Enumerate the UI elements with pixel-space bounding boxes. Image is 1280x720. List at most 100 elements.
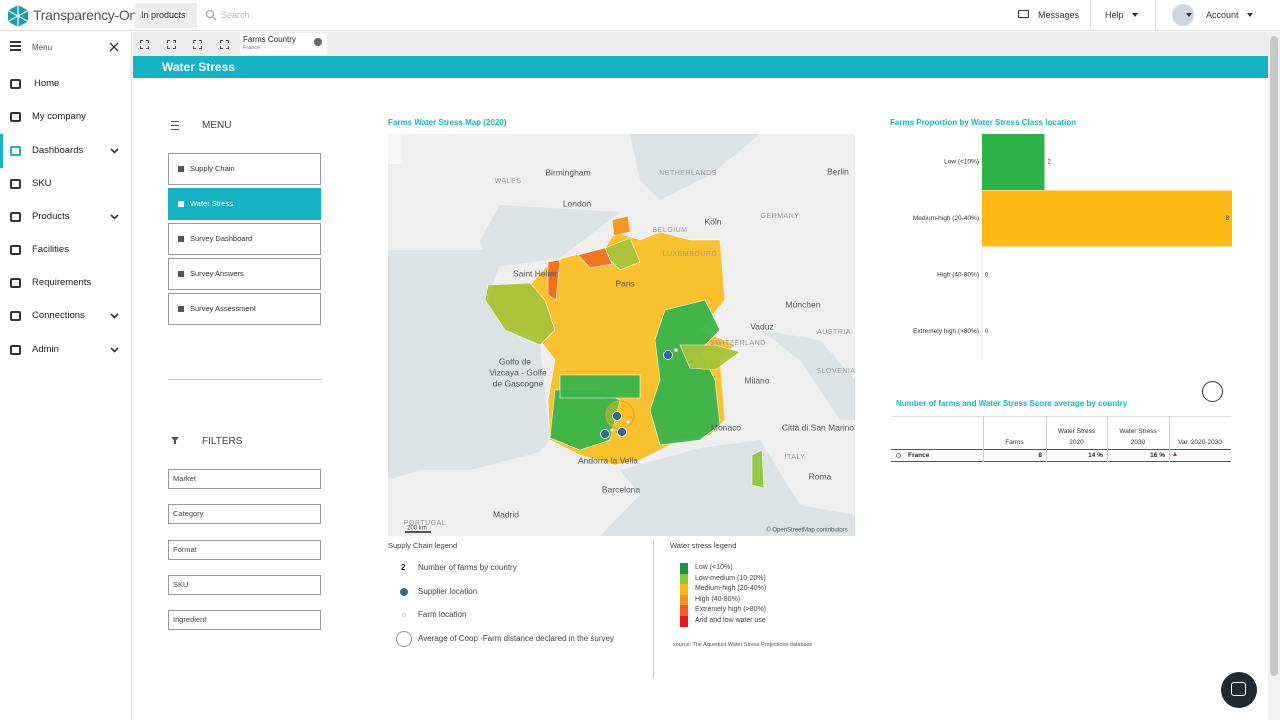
farm-count-symbol: 2	[401, 563, 406, 572]
map-region	[679, 344, 741, 371]
water-legend-item: Low-medium (10-20%)	[695, 574, 766, 582]
tab-close[interactable]	[314, 38, 322, 46]
nav-item[interactable]: Dashboards	[32, 145, 84, 156]
filter-input[interactable]	[168, 539, 321, 560]
menu-icon-line	[171, 129, 179, 131]
dashboard-menu-title: MENU	[202, 120, 232, 131]
chart-title: Farms Proportion by Water Stress Class l…	[890, 118, 1076, 127]
filter-shape	[171, 437, 179, 444]
filters-title: FILTERS	[202, 436, 243, 447]
filter-input[interactable]	[168, 574, 321, 595]
expand-button[interactable]	[1202, 381, 1223, 402]
map-region	[484, 282, 556, 346]
nav-item[interactable]: Products	[32, 211, 70, 222]
nav-icon	[10, 112, 21, 122]
map-label: Paris	[615, 278, 634, 288]
supply-legend-item: Average of Coop -Farm distance declared …	[418, 634, 614, 643]
nav-icon	[10, 212, 21, 222]
chat-button[interactable]	[1221, 672, 1257, 708]
account-link[interactable]: Account	[1206, 10, 1239, 20]
messages-icon	[1018, 10, 1029, 18]
nav-chevron	[110, 313, 119, 319]
scale-bar	[405, 531, 431, 533]
map-sea	[600, 440, 855, 536]
map: WALES Birmingham NETHERLANDS Berlin London Kö…	[388, 134, 855, 536]
column-rule	[1169, 416, 1170, 462]
caret	[1247, 13, 1253, 17]
supply-legend-item: Supplier location	[418, 587, 478, 596]
nav-item[interactable]: Connections	[32, 310, 85, 321]
caret	[1132, 13, 1138, 17]
filter-label: SKU	[173, 579, 189, 589]
nav-item[interactable]: My company	[32, 111, 86, 122]
bar-chart: Low (<10%) 2 Medium-high (20-40%) 8 High (40…	[913, 134, 1232, 360]
nav-item[interactable]: SKU	[32, 178, 52, 189]
menu-button[interactable]	[168, 153, 321, 185]
legend-swatch	[680, 616, 688, 627]
tool-icon[interactable]	[140, 40, 149, 49]
chat-icon	[1231, 682, 1246, 696]
map-label: GERMANY	[761, 213, 800, 220]
row-expander[interactable]	[896, 453, 901, 458]
chevron	[110, 214, 119, 220]
close-x	[109, 42, 119, 52]
menu-button[interactable]	[168, 223, 321, 255]
supplier-dot	[617, 427, 627, 437]
tab-subtitle: France	[243, 45, 261, 51]
search-icon	[205, 9, 217, 21]
map-label: Saint Helier	[513, 268, 557, 278]
table-header: Water Stress 2030	[1119, 428, 1157, 446]
supplier-dot	[600, 429, 610, 439]
legend-swatch	[680, 584, 688, 595]
scope-dropdown[interactable]	[135, 3, 197, 28]
menu-button-label: Survey Assessment	[190, 304, 256, 313]
search-input[interactable]: Search	[221, 10, 250, 20]
trend-arrow	[1173, 452, 1177, 456]
scope-label: In products	[141, 10, 186, 20]
distance-symbol	[396, 631, 412, 647]
legend-divider	[653, 540, 654, 678]
tool-icon[interactable]	[193, 40, 202, 49]
menu-icon-line	[10, 49, 21, 51]
map-label: AUSTRIA	[817, 329, 851, 336]
water-legend-item: High (40-80%)	[695, 595, 741, 603]
map-label: PORTUGAL	[404, 520, 446, 527]
filter-input[interactable]	[168, 504, 321, 525]
map-title: Farms Water Stress Map (2020)	[388, 118, 507, 127]
category-label: Low (<10%)	[944, 159, 979, 166]
logo-text: Transparency-One	[33, 7, 145, 23]
tab[interactable]	[240, 33, 327, 55]
farm-dot	[625, 419, 631, 425]
table-header: Var. 2020-2030	[1178, 439, 1222, 446]
sidebar	[0, 32, 132, 720]
filter-input[interactable]	[168, 610, 321, 631]
nav-item[interactable]: Facilities	[32, 244, 69, 255]
messages-link[interactable]: Messages	[1038, 10, 1080, 20]
nav-item[interactable]: Home	[34, 78, 60, 89]
nav-item[interactable]: Requirements	[32, 277, 92, 288]
water-legend-item: Arid and low water use	[695, 617, 766, 624]
separator	[168, 379, 322, 380]
map-region	[547, 259, 561, 301]
menu-button[interactable]	[168, 188, 321, 220]
value-label: 8	[1226, 216, 1230, 222]
value-label: 2	[1048, 160, 1052, 166]
map-region	[559, 374, 641, 399]
active-indicator	[0, 134, 3, 168]
menu-icon-line	[10, 41, 21, 43]
nav-item[interactable]: Admin	[32, 344, 59, 355]
legend-swatch	[680, 605, 688, 616]
tool-icon[interactable]	[220, 40, 229, 49]
chevron	[110, 313, 119, 319]
help-link[interactable]: Help	[1105, 10, 1124, 20]
menu-button[interactable]	[168, 258, 321, 290]
menu-button[interactable]	[168, 293, 321, 325]
tool-icon[interactable]	[167, 40, 176, 49]
filter-label: Category	[173, 509, 204, 519]
header-rule	[891, 449, 1231, 450]
nav-icon	[10, 179, 21, 189]
search-glass	[205, 9, 215, 19]
supplier-dot	[663, 350, 673, 360]
map-label: NETHERLANDS	[659, 170, 717, 177]
filter-input[interactable]	[168, 469, 321, 489]
